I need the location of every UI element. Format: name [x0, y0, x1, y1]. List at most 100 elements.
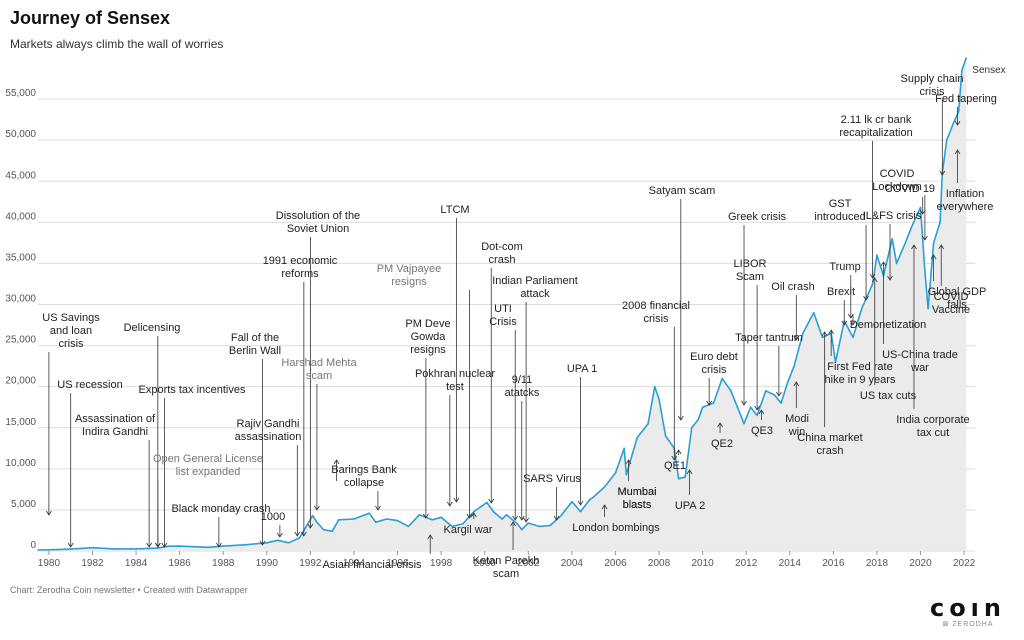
annotation-label: Indian Parliament attack: [492, 275, 578, 300]
sensex-point: [505, 514, 508, 516]
annotation-arrowhead: [523, 517, 529, 523]
y-tick-label: 35,000: [5, 252, 36, 263]
annotation-label: Modi win: [785, 413, 809, 438]
annotation-label: LIBOR Scam: [733, 258, 766, 283]
annotation-arrowhead: [880, 261, 887, 267]
annotation-arrowhead: [375, 505, 381, 511]
annotation-label: Mumbai blasts: [617, 486, 656, 511]
annotation-label: Greek crisis: [728, 211, 787, 223]
sensex-point: [664, 435, 667, 437]
annotation-label: Asian financial crisis: [322, 559, 422, 571]
y-tick-label: 0: [30, 540, 36, 551]
sensex-point: [473, 510, 475, 513]
annotation: PM Vajpayee resigns: [377, 263, 473, 519]
sensex-point: [91, 546, 94, 549]
annotation-arrowhead: [625, 459, 632, 465]
annotation-label: PM Vajpayee resigns: [377, 263, 442, 288]
annotation: COVID Vaccine: [932, 244, 970, 316]
annotation-label: Ketan Parekh scam: [473, 555, 540, 580]
sensex-area: [38, 58, 967, 551]
sensex-point: [396, 519, 399, 522]
sensex-point: [852, 336, 854, 339]
annotation: Pokhran nuclear test: [415, 368, 495, 507]
annotation-arrowhead: [677, 415, 684, 421]
annotation-arrowhead: [841, 320, 848, 326]
sensex-point: [298, 537, 301, 539]
annotation-arrowhead: [277, 532, 283, 538]
annotation-arrowhead: [155, 542, 161, 548]
annotation-arrowhead: [776, 391, 782, 397]
annotation-label: Black monday crash: [171, 503, 270, 515]
y-tick-label: 20,000: [5, 376, 36, 387]
y-tick-label: 30,000: [5, 294, 36, 305]
sensex-point: [385, 518, 388, 520]
sensex-point: [113, 548, 116, 550]
annotation: Rajiv Gandhi assassination: [235, 418, 302, 537]
annotation-arrowhead: [930, 254, 937, 260]
y-tick-label: 50,000: [5, 129, 36, 140]
annotation: US recession: [57, 379, 123, 548]
annotation-label: Demonetization: [850, 319, 926, 331]
sensex-point: [690, 426, 693, 429]
annotation: Mumbai blasts: [333, 459, 657, 511]
annotation: LTCM: [440, 204, 470, 503]
annotation-arrowhead: [821, 331, 828, 337]
sensex-point: [684, 476, 686, 478]
sensex-point: [374, 521, 377, 524]
annotation-arrowhead: [146, 542, 152, 548]
sensex-point: [440, 516, 442, 519]
sensex-point: [952, 122, 955, 125]
sensex-point: [486, 501, 488, 504]
annotation-arrowhead: [828, 329, 835, 335]
sensex-point: [368, 512, 371, 515]
y-tick-label: 25,000: [5, 335, 36, 346]
sensex-point: [647, 422, 649, 425]
x-tick-label: 2008: [648, 558, 671, 569]
annotation: Ketan Parekh scam: [473, 521, 540, 580]
sensex-point: [603, 486, 606, 488]
annotation-arrowhead: [259, 540, 266, 546]
annotation-arrowhead: [333, 459, 340, 465]
annotation: Oil crash: [771, 281, 815, 341]
annotation-label: GST introduced: [814, 198, 865, 223]
sensex-point: [701, 406, 704, 409]
annotation-label: Taper tantrum: [735, 332, 803, 344]
x-tick-label: 2004: [561, 558, 584, 569]
annotation: Supply chain crisis: [901, 73, 964, 176]
annotation-label: US-China trade war: [882, 349, 958, 374]
annotation: Barings Bank collapse: [331, 464, 397, 511]
annotation-arrowhead: [161, 542, 168, 548]
sensex-point: [431, 518, 434, 521]
annotation-arrowhead: [307, 523, 314, 529]
sensex-point: [756, 414, 758, 417]
annotation: Inflation everywhere: [937, 149, 993, 213]
annotation-label: Rajiv Gandhi assassination: [235, 418, 302, 443]
annotation-label: LTCM: [440, 204, 469, 216]
sensex-point: [677, 477, 680, 480]
annotation-label: Mumbai blasts: [617, 486, 656, 511]
annotation: China market crash: [797, 331, 863, 457]
x-tick-label: 2006: [604, 558, 627, 569]
x-tick-label: 2018: [866, 558, 889, 569]
sensex-point: [157, 547, 159, 549]
annotation-label: PM Deve Gowda resigns: [405, 318, 450, 356]
x-tick-label: 1992: [299, 558, 322, 569]
annotation: US tax cuts: [860, 277, 917, 402]
annotation: QE2: [711, 422, 733, 450]
y-tick-label: 40,000: [5, 211, 36, 222]
sensex-point: [924, 270, 926, 273]
x-tick-label: 1980: [38, 558, 61, 569]
sensex-point: [876, 254, 878, 256]
annotation-label: Supply chain crisis: [901, 73, 964, 98]
annotation: Mumbai blasts: [617, 459, 657, 511]
sensex-point: [793, 365, 795, 367]
sensex-point: [501, 518, 503, 520]
annotation-arrowhead: [294, 531, 301, 537]
sensex-point: [721, 377, 724, 380]
sensex-point: [939, 221, 941, 224]
sensex-point: [904, 242, 907, 244]
annotation: PM Deve Gowda resigns: [405, 318, 451, 519]
x-tick-label: 1998: [430, 558, 453, 569]
annotation-arrowhead: [793, 381, 800, 387]
annotation-label: Open General License list expanded: [153, 453, 263, 478]
